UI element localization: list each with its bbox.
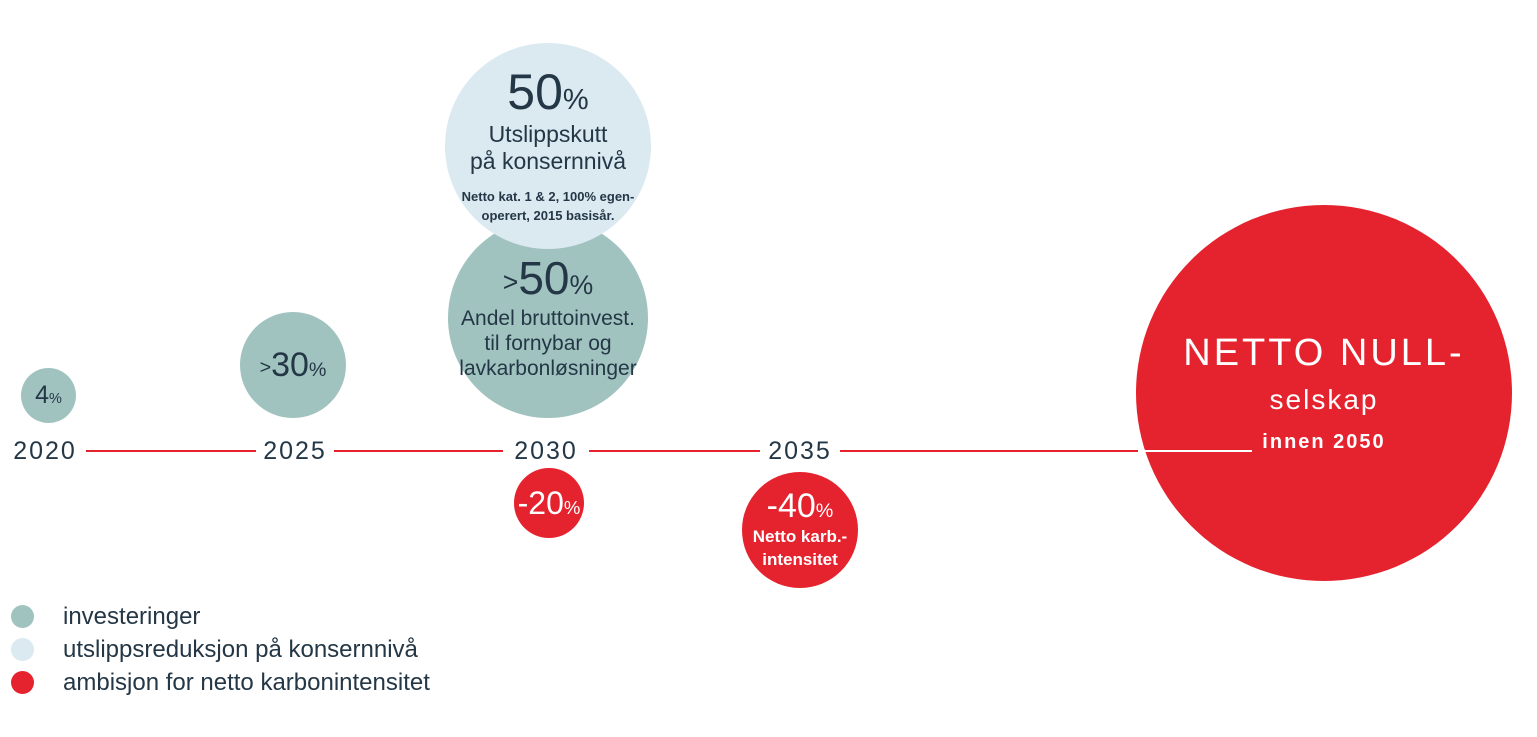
legend-dot-carbon-intensity-ambition [11, 671, 34, 694]
netzero-title: NETTO NULL- [1183, 332, 1465, 374]
bubble-label-line: intensitet [762, 549, 838, 569]
bubble-label-line: Utslippskutt [488, 120, 608, 147]
bubble-footnote-line: Netto kat. 1 & 2, 100% egen- [461, 188, 635, 204]
bubble-footnote: Netto kat. 1 & 2, 100% egen- operert, 20… [462, 188, 635, 226]
legend-dot-investments [11, 605, 34, 628]
legend-label: ambisjon for netto karbonintensitet [63, 668, 430, 696]
timeline-segment [589, 450, 760, 452]
bubble-footnote-line: operert, 2015 basisår. [481, 207, 615, 223]
netzero-deadline: innen 2050 [1262, 431, 1386, 453]
bubble-investments-2025: >30% [240, 312, 346, 418]
year-label-2030: 2030 [514, 437, 578, 465]
year-label-2020: 2020 [13, 437, 77, 465]
year-label-2035: 2035 [768, 437, 832, 465]
bubble-value: -20% [517, 485, 581, 521]
bubble-carbon-intensity-2030: -20% [514, 468, 584, 538]
year-label-2025: 2025 [263, 437, 327, 465]
bubble-label: Netto karb.- intensitet [753, 526, 847, 570]
bubble-net-zero-2050: NETTO NULL- selskap innen 2050 [1136, 205, 1512, 581]
legend-item-carbon-intensity-ambition: ambisjon for netto karbonintensitet [11, 668, 430, 696]
bubble-carbon-intensity-2035: -40% Netto karb.- intensitet [742, 472, 858, 588]
bubble-label-line: til fornybar og [484, 331, 612, 355]
bubble-value: >50% [502, 251, 594, 304]
bubble-label-line: lavkarbonløsninger [459, 357, 637, 381]
bubble-value: -40% [766, 487, 834, 526]
bubble-value: >30% [259, 346, 327, 384]
legend-label: utslippsreduksjon på konsernnivå [63, 635, 418, 663]
bubble-label-line: på konsernnivå [470, 147, 626, 174]
legend: investeringer utslippsreduksjon på konse… [11, 602, 430, 704]
bubble-label: Utslippskutt på konsernnivå [470, 121, 626, 175]
bubble-investments-2020: 4% [21, 368, 76, 423]
bubble-emissions-cut-2030: 50% Utslippskutt på konsernnivå Netto ka… [445, 43, 651, 249]
legend-item-investments: investeringer [11, 602, 430, 630]
timeline-segment [840, 450, 1140, 452]
legend-item-emissions-reduction: utslippsreduksjon på konsernnivå [11, 635, 430, 663]
bubble-label-line: Netto karb.- [752, 527, 848, 547]
bubble-label: Andel bruttoinvest. til fornybar og lavk… [459, 306, 636, 382]
timeline-leader-line [1138, 450, 1252, 452]
netzero-subtitle: selskap [1269, 384, 1379, 415]
bubble-value: 4% [35, 381, 62, 409]
timeline-segment [334, 450, 503, 452]
bubble-value: 50% [507, 63, 589, 120]
legend-dot-emissions-reduction [11, 638, 34, 661]
legend-label: investeringer [63, 602, 201, 630]
bubble-label-line: Andel bruttoinvest. [461, 306, 635, 330]
bubble-investments-2030: >50% Andel bruttoinvest. til fornybar og… [448, 218, 648, 418]
timeline-segment [86, 450, 256, 452]
